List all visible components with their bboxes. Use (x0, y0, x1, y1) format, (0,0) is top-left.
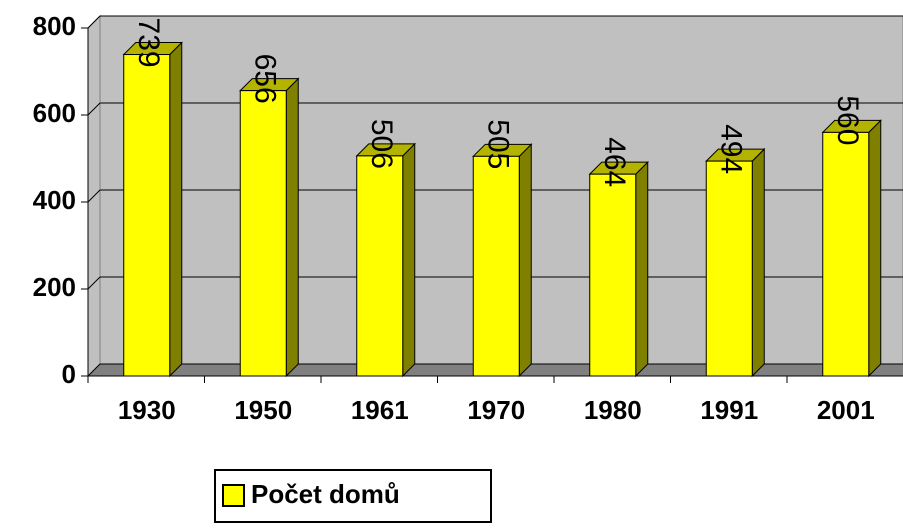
bar (705, 160, 753, 377)
data-label: 506 (365, 119, 398, 169)
data-label: 505 (481, 119, 514, 169)
grid-line (87, 102, 101, 116)
bar-side (402, 142, 416, 378)
bar (472, 155, 520, 377)
x-tick-label: 1991 (700, 395, 758, 425)
bar (123, 54, 171, 377)
x-tick-label: 1980 (584, 395, 642, 425)
y-tick-label: 200 (33, 272, 76, 302)
x-tick-label: 1950 (234, 395, 292, 425)
data-label: 739 (132, 18, 165, 68)
y-tick-label: 0 (62, 359, 76, 389)
y-tick-label: 800 (33, 11, 76, 41)
data-label: 464 (598, 137, 631, 187)
grid-line (87, 276, 101, 290)
bar-side (751, 147, 765, 378)
bar-side (868, 119, 882, 378)
legend-label: Počet domů (251, 479, 400, 509)
x-tick-label: 1930 (118, 395, 176, 425)
y-tick-label: 600 (33, 98, 76, 128)
bar (822, 131, 870, 377)
bar (356, 155, 404, 377)
y-tick-label: 400 (33, 185, 76, 215)
data-label: 560 (831, 95, 864, 145)
grid-line (87, 189, 101, 203)
bar (589, 173, 637, 377)
data-label: 494 (714, 124, 747, 174)
bar-side (169, 41, 183, 378)
bar-side (635, 160, 649, 378)
legend: Počet domů (214, 469, 492, 523)
bar-side (518, 143, 532, 378)
grid-line (87, 15, 101, 29)
x-tick-label: 1961 (351, 395, 409, 425)
data-label: 656 (248, 54, 281, 104)
grid-line (87, 363, 101, 377)
legend-swatch (222, 484, 245, 507)
bar (239, 90, 287, 377)
bar-side (285, 77, 299, 378)
x-tick-label: 1970 (467, 395, 525, 425)
legend-box (214, 469, 492, 523)
x-tick-label: 2001 (817, 395, 875, 425)
